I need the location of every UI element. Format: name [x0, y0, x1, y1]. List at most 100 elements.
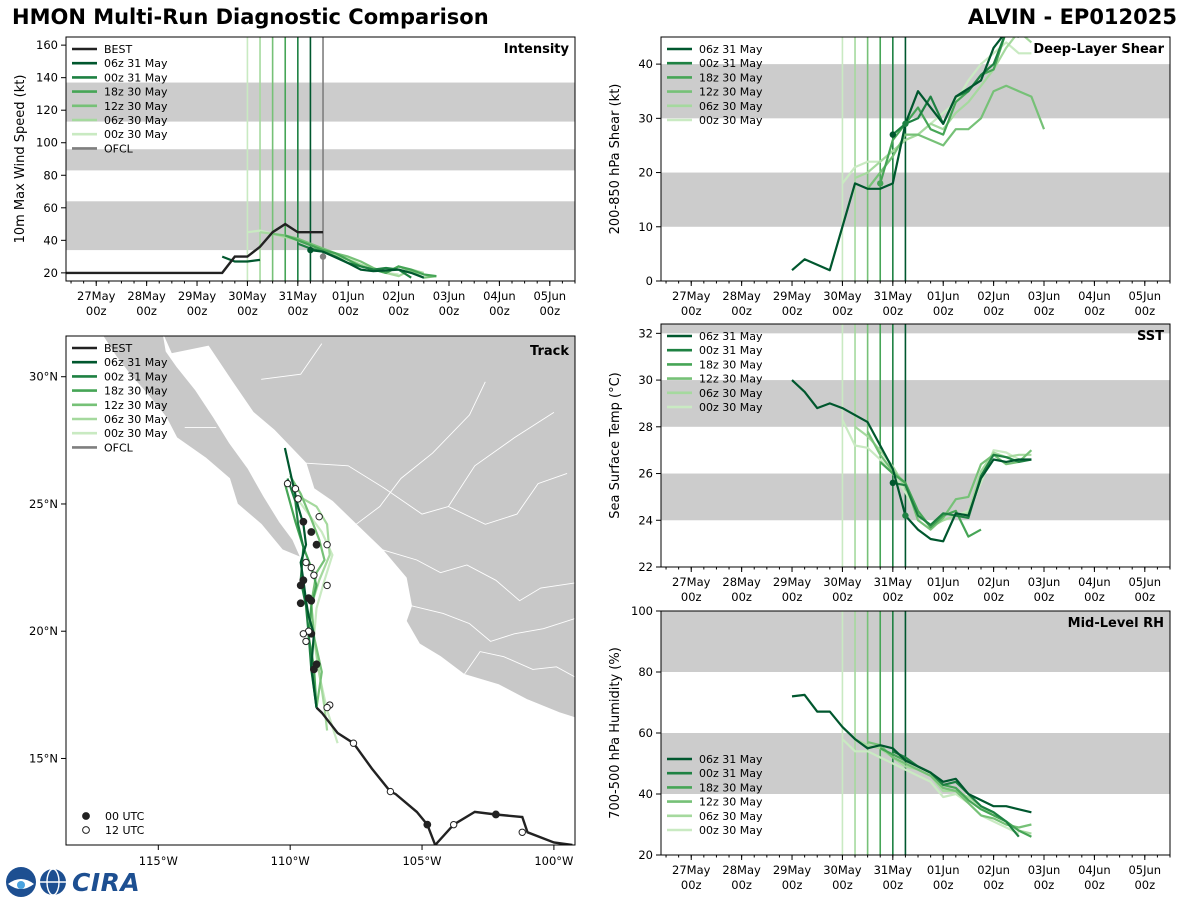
track-point-12utc [386, 787, 395, 796]
shear-legend-label: 12z 30 May [699, 86, 763, 99]
intensity-x-tick-label: 02Jun [382, 289, 415, 303]
intensity-y-tick-label: 160 [36, 38, 58, 52]
shear-panel: 27May00z28May00z29May00z30May00z31May00z… [608, 36, 1171, 318]
track-point-12utc [449, 820, 458, 829]
rh-series-line [841, 738, 1020, 835]
sst-series-line [892, 453, 1032, 527]
track-point-12utc [349, 739, 358, 747]
intensity-legend-label: BEST [104, 43, 132, 56]
intensity-band [66, 149, 575, 171]
shear-frame [660, 36, 1171, 282]
rh-legend-label: 12z 30 May [699, 796, 763, 809]
rh-x-tick-label: 28May [722, 863, 761, 877]
sst-x-tick-sublabel: 00z [882, 590, 903, 604]
sst-x-tick-label: 03Jun [1028, 575, 1061, 589]
sst-legend-label: 06z 30 May [699, 387, 763, 400]
sst-x-tick-sublabel: 00z [1034, 590, 1055, 604]
intensity-y-axis-label: 10m Max Wind Speed (kt) [13, 75, 28, 244]
cira-logo-text: CIRA [72, 867, 141, 897]
shear-legend-label: 00z 30 May [699, 114, 763, 127]
shear-series-line [854, 37, 1033, 180]
intensity-series-line [221, 255, 261, 263]
shear-x-tick-label: 02Jun [977, 289, 1010, 303]
intensity-x-tick-label: 01Jun [332, 289, 365, 303]
shear-x-tick-sublabel: 00z [782, 304, 803, 318]
track-frame [65, 335, 576, 846]
track-point-12utc [294, 495, 302, 503]
intensity-x-tick-sublabel: 00z [187, 304, 208, 318]
shear-x-tick-sublabel: 00z [983, 304, 1004, 318]
track-point-00utc [307, 528, 316, 536]
shear-y-tick-label: 30 [638, 111, 653, 125]
shear-series-line [791, 37, 1004, 272]
sst-x-tick-label: 01Jun [927, 575, 960, 589]
intensity-band [66, 201, 575, 251]
track-panel-title: Track [530, 344, 569, 359]
sst-band [661, 380, 1170, 427]
track-legend-label: OFCL [104, 441, 134, 454]
track-y-tick-label: 20°N [29, 624, 58, 638]
intensity-series-line [272, 232, 437, 279]
baja-peninsula [66, 336, 302, 559]
intensity-y-tick-label: 100 [36, 136, 58, 150]
sst-y-tick-label: 28 [638, 420, 653, 434]
intensity-legend-label: OFCL [104, 142, 134, 155]
intensity-x-tick-label: 05Jun [533, 289, 566, 303]
rh-x-tick-sublabel: 00z [681, 878, 702, 892]
rh-x-tick-label: 03Jun [1028, 863, 1061, 877]
intensity-x-tick-sublabel: 00z [287, 304, 308, 318]
intensity-x-tick-sublabel: 00z [539, 304, 560, 318]
track-legend-label: 06z 31 May [104, 356, 168, 369]
rh-plot-area [661, 611, 1170, 855]
rh-x-tick-sublabel: 00z [782, 878, 803, 892]
track-best-line [315, 706, 573, 845]
track-x-tick-label: 100°W [534, 854, 573, 868]
track-point-12utc [315, 512, 323, 521]
track-marker-label: 00 UTC [105, 810, 145, 823]
sst-series-line [879, 461, 982, 538]
intensity-frame [65, 36, 576, 282]
cira-logo: CIRA [4, 866, 140, 898]
rh-x-tick-label: 29May [773, 863, 812, 877]
intensity-legend-label: 00z 30 May [104, 128, 168, 141]
track-point-12utc [307, 563, 315, 572]
intensity-point [307, 246, 314, 254]
intensity-x-tick-label: 27May [77, 289, 116, 303]
rh-x-tick-sublabel: 00z [983, 878, 1004, 892]
sst-panel-title: SST [1137, 329, 1164, 344]
track-point-12utc [302, 558, 310, 567]
track-point-00utc [312, 660, 321, 669]
sst-frame [660, 323, 1171, 568]
rh-x-tick-label: 01Jun [927, 863, 960, 877]
shear-x-tick-sublabel: 00z [832, 304, 853, 318]
rh-y-tick-label: 100 [631, 604, 653, 618]
sst-x-tick-sublabel: 00z [782, 590, 803, 604]
sst-y-tick-label: 26 [638, 467, 653, 481]
sst-x-tick-sublabel: 00z [832, 590, 853, 604]
intensity-point [319, 253, 327, 260]
shear-x-tick-label: 28May [722, 289, 761, 303]
intensity-panel: 27May00z28May00z29May00z30May00z31May00z… [13, 36, 576, 318]
noaa-logo-icon [6, 867, 36, 897]
track-point-00utc [299, 576, 308, 585]
rh-x-tick-label: 30May [823, 863, 862, 877]
sst-y-axis-label: Sea Surface Temp (°C) [608, 372, 623, 519]
shear-legend-label: 06z 31 May [699, 43, 763, 56]
intensity-y-tick-label: 40 [43, 233, 58, 247]
page-title: HMON Multi-Run Diagnostic Comparison [12, 5, 489, 29]
rh-legend-label: 18z 30 May [699, 781, 763, 794]
state-border [355, 381, 486, 525]
rh-x-tick-label: 02Jun [977, 863, 1010, 877]
sst-plot-area [661, 324, 1170, 567]
track-point-12utc [299, 630, 308, 638]
sst-legend-label: 00z 30 May [699, 401, 763, 414]
track-legend-label: 00z 30 May [104, 427, 168, 440]
intensity-x-tick-sublabel: 00z [237, 304, 258, 318]
state-border [463, 651, 575, 678]
sst-legend-label: 06z 31 May [699, 330, 763, 343]
track-marker-swatch [82, 812, 90, 820]
sst-x-tick-label: 29May [773, 575, 812, 589]
shear-x-tick-sublabel: 00z [882, 304, 903, 318]
